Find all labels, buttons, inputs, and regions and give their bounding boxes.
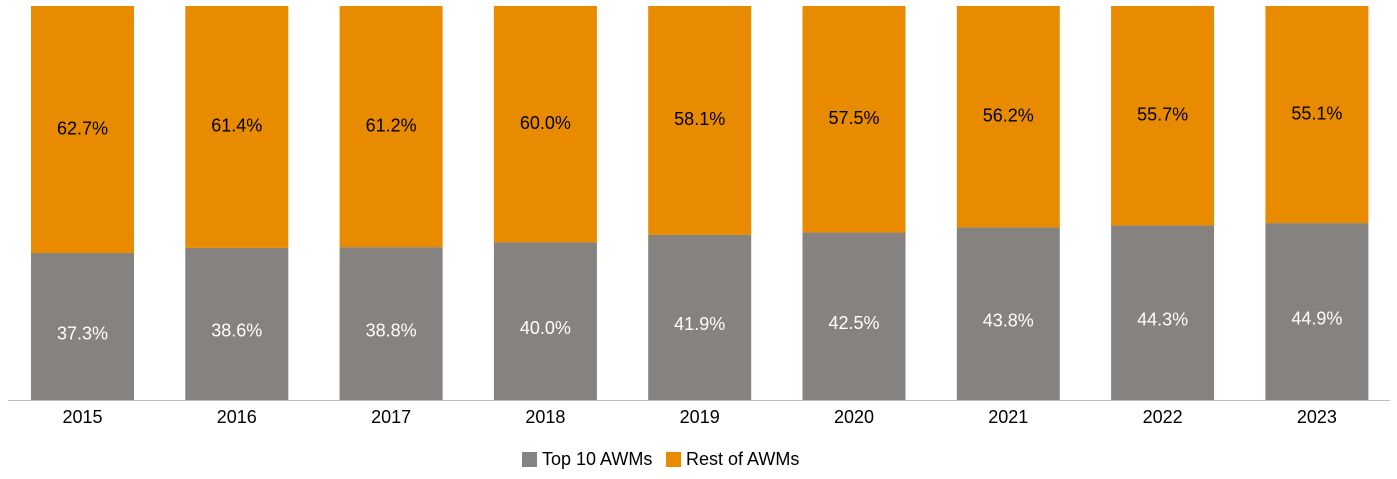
data-label: 40.0% [520,318,571,338]
bar-segment [185,6,289,248]
data-label: 58.1% [674,109,725,129]
data-label: 37.3% [57,323,108,343]
x-tick-label: 2018 [525,407,565,427]
bar-segment [1265,6,1369,224]
data-label: 44.3% [1137,309,1188,329]
legend-label: Top 10 AWMs [542,449,652,469]
bar-segment [31,253,134,400]
data-label: 44.9% [1291,308,1342,328]
legend-swatch [522,452,537,467]
data-label: 57.5% [828,108,879,128]
bar-segment [956,227,1060,400]
data-label: 42.5% [828,313,879,333]
data-label: 55.7% [1137,104,1188,124]
x-tick-label: 2016 [217,407,257,427]
bar-segment [1111,6,1215,226]
x-tick-label: 2020 [834,407,874,427]
data-label: 56.2% [983,105,1034,125]
data-label: 38.6% [211,321,262,341]
data-label: 62.7% [57,118,108,138]
bar-segment [31,6,134,254]
bar-segment [1265,223,1369,400]
data-label: 61.4% [211,116,262,136]
x-tick-label: 2021 [988,407,1028,427]
bar-segment [802,232,906,400]
legend-swatch [666,452,681,467]
x-tick-label: 2017 [371,407,411,427]
data-label: 60.0% [520,113,571,133]
bar-segment [648,234,752,400]
bar-segment [339,247,443,400]
bar-segment [802,6,906,233]
bar-segment [339,6,443,248]
bar-segment [648,6,752,235]
x-tick-label: 2019 [680,407,720,427]
data-label: 43.8% [983,310,1034,330]
bar-segment [1111,225,1215,400]
x-tick-label: 2022 [1143,407,1183,427]
data-label: 41.9% [674,314,725,334]
bar-segment [956,6,1060,228]
legend-label: Rest of AWMs [686,449,799,469]
x-tick-label: 2023 [1297,407,1337,427]
bar-segment [493,242,597,400]
bar-segment [493,6,597,243]
data-label: 55.1% [1291,103,1342,123]
x-tick-label: 2015 [62,407,102,427]
data-label: 38.8% [366,320,417,340]
data-label: 61.2% [366,115,417,135]
bar-segment [185,247,289,400]
